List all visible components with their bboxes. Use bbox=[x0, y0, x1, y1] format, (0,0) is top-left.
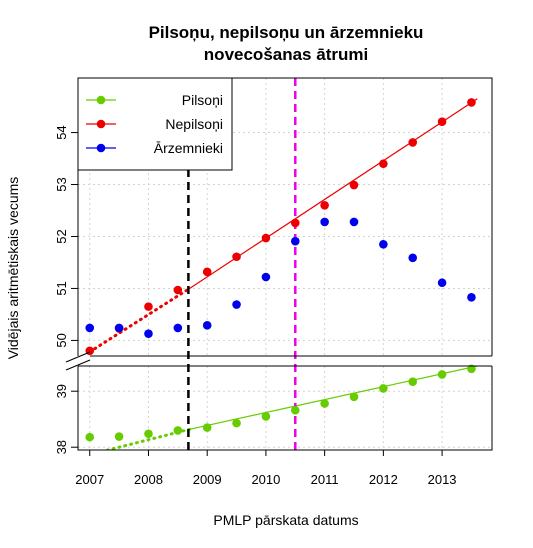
x-tick-label: 2012 bbox=[369, 472, 398, 487]
y-tick-label: 53 bbox=[54, 177, 69, 191]
data-point bbox=[408, 377, 418, 386]
data-point bbox=[202, 267, 212, 277]
legend-label: Pilsoņi bbox=[182, 92, 223, 108]
data-point bbox=[114, 323, 124, 333]
legend-marker bbox=[96, 143, 106, 153]
data-point bbox=[467, 364, 476, 374]
data-point bbox=[261, 272, 271, 282]
data-point bbox=[467, 292, 476, 302]
data-point bbox=[379, 239, 388, 249]
data-point bbox=[232, 418, 241, 428]
chart-title-line-2: novecošanas ātrumi bbox=[204, 45, 368, 64]
upper-panel-border bbox=[77, 77, 493, 356]
data-point bbox=[408, 138, 418, 147]
data-point bbox=[232, 252, 241, 262]
axis-break-mark-upper bbox=[65, 351, 91, 363]
y-tick-label: 39 bbox=[54, 384, 69, 398]
y-tick-label: 54 bbox=[54, 125, 69, 139]
data-point bbox=[290, 236, 300, 246]
data-point bbox=[202, 423, 212, 432]
x-tick-label: 2008 bbox=[134, 472, 163, 487]
x-tick-label: 2010 bbox=[251, 472, 280, 487]
trend-line-solid bbox=[189, 98, 478, 289]
data-point bbox=[202, 321, 212, 330]
axis-break-mark-lower bbox=[65, 359, 91, 371]
legend-marker bbox=[96, 95, 106, 105]
plot-area: 50 51 52 53 54 38 39 2007 2008 2009 2010 2011 2012 20… bbox=[54, 77, 493, 487]
data-point bbox=[437, 278, 447, 288]
data-point bbox=[349, 392, 359, 402]
legend-marker bbox=[96, 119, 106, 129]
data-point bbox=[173, 285, 183, 295]
x-tick-label: 2009 bbox=[193, 472, 222, 487]
data-point bbox=[232, 300, 241, 309]
data-point bbox=[261, 412, 271, 421]
data-point bbox=[349, 180, 359, 190]
y-tick-label: 38 bbox=[54, 440, 69, 454]
data-point bbox=[408, 253, 418, 263]
data-point bbox=[467, 98, 476, 107]
data-point bbox=[379, 159, 388, 169]
data-point bbox=[290, 405, 300, 415]
lower-panel-border bbox=[77, 366, 493, 451]
data-point bbox=[85, 323, 95, 333]
trend-line-solid bbox=[189, 366, 478, 430]
trend-line-dotted bbox=[88, 286, 192, 354]
data-point bbox=[144, 429, 153, 439]
legend-label: Ārzemnieki bbox=[154, 140, 223, 156]
data-point bbox=[320, 201, 329, 210]
data-point bbox=[173, 426, 183, 435]
x-tick-label: 2011 bbox=[311, 472, 339, 487]
data-point bbox=[261, 233, 271, 243]
data-point bbox=[379, 384, 388, 393]
data-point bbox=[114, 432, 124, 441]
data-point bbox=[320, 217, 329, 227]
data-point bbox=[320, 399, 329, 408]
data-point bbox=[437, 117, 447, 126]
x-tick-label: 2013 bbox=[428, 472, 457, 487]
legend-label: Nepilsoņi bbox=[165, 116, 223, 132]
data-point bbox=[290, 218, 300, 228]
y-tick-label: 52 bbox=[54, 229, 69, 243]
x-tick-label: 2007 bbox=[75, 472, 104, 487]
data-point bbox=[437, 370, 447, 379]
legend: Pilsoņi Nepilsoņi Ārzemnieki bbox=[77, 77, 233, 171]
data-point bbox=[144, 302, 153, 311]
chart-title-line-1: Pilsoņu, nepilsoņu un ārzemnieku bbox=[149, 23, 424, 42]
y-axis-label: Vidējais aritmētiskais vecums bbox=[5, 177, 21, 360]
data-point bbox=[144, 329, 153, 338]
data-point bbox=[85, 432, 95, 442]
data-point bbox=[173, 323, 183, 333]
y-tick-label: 51 bbox=[54, 281, 69, 295]
x-axis-label: PMLP pārskata datums bbox=[213, 512, 358, 528]
data-point bbox=[349, 217, 359, 227]
y-tick-label: 50 bbox=[54, 333, 69, 347]
